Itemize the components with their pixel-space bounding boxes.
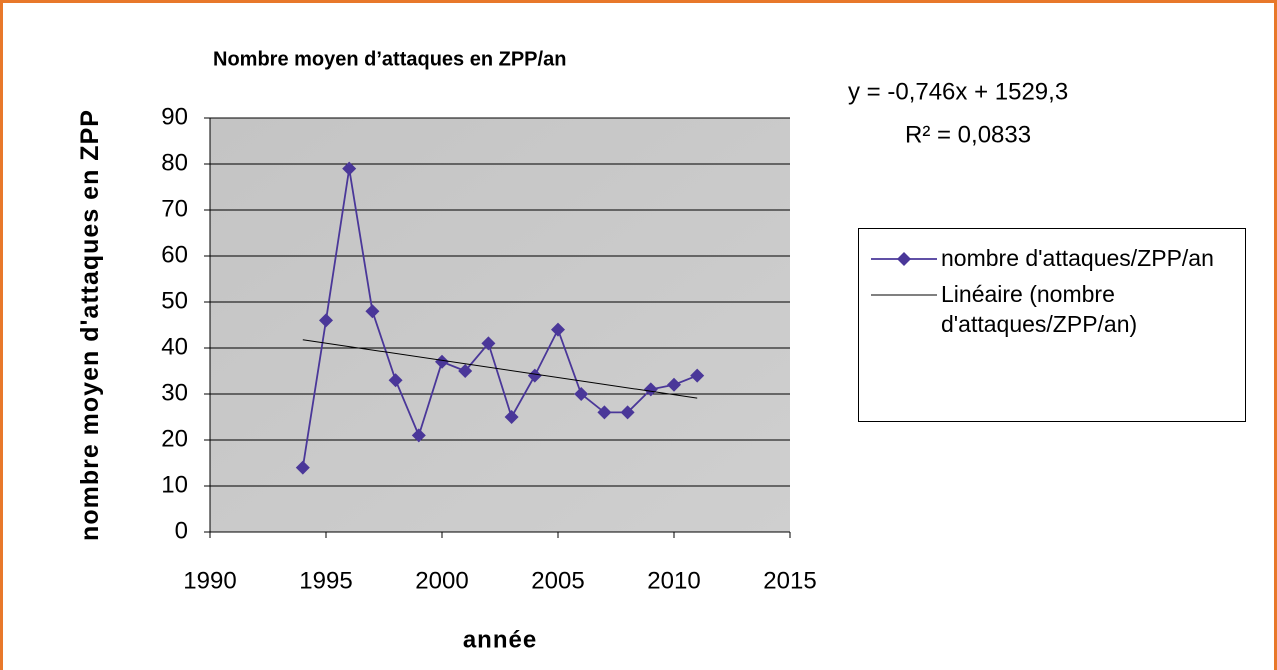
- y-tick-label: 70: [161, 195, 188, 222]
- r-squared: R² = 0,0833: [905, 121, 1031, 148]
- data-point: [504, 410, 519, 424]
- data-point: [527, 368, 542, 383]
- legend-entry: Linéaire (nombre d'attaques/ZPP/an): [867, 279, 1237, 339]
- legend-swatch: [871, 294, 937, 296]
- data-point: [643, 382, 658, 397]
- y-tick-label: 80: [161, 149, 188, 176]
- data-line: [301, 168, 698, 468]
- x-tick-label: 2000: [415, 567, 468, 594]
- trend-line: [302, 339, 698, 399]
- y-tick-label: 60: [161, 241, 188, 268]
- data-point: [319, 313, 333, 328]
- legend-entry: nombre d'attaques/ZPP/an: [867, 243, 1237, 273]
- data-point: [411, 428, 426, 443]
- x-tick-label: 2005: [531, 567, 584, 594]
- y-tick-label: 10: [161, 471, 188, 498]
- legend: nombre d'attaques/ZPP/an Linéaire (nombre…: [858, 228, 1246, 422]
- legend-marker: [897, 252, 911, 266]
- y-tick-label: 90: [161, 103, 188, 130]
- x-tick-label: 2010: [647, 567, 700, 594]
- x-tick-label: 2015: [763, 567, 816, 594]
- x-tick-label: 1990: [183, 567, 236, 594]
- y-axis-label: nombre moyen d'attaques en ZPP: [76, 109, 104, 541]
- data-point: [620, 405, 635, 420]
- data-point: [574, 387, 589, 401]
- data-point: [690, 368, 705, 383]
- plot-area: [210, 118, 790, 532]
- data-point: [458, 364, 473, 378]
- data-point: [481, 336, 496, 351]
- legend-label: Linéaire (nombre d'attaques/ZPP/an): [941, 281, 1138, 337]
- data-point: [551, 322, 565, 337]
- data-point: [667, 377, 681, 392]
- y-tick-label: 20: [161, 425, 188, 452]
- y-tick-label: 30: [161, 379, 188, 406]
- y-tick-label: 50: [161, 287, 188, 314]
- legend-label: nombre d'attaques/ZPP/an: [941, 245, 1214, 271]
- data-point: [597, 405, 612, 420]
- chart-title: Nombre moyen d’attaques en ZPP/an: [213, 48, 566, 70]
- legend-swatch: [871, 252, 937, 266]
- data-point: [295, 460, 310, 475]
- equation: y = -0,746x + 1529,3: [848, 78, 1068, 105]
- y-tick-label: 0: [175, 517, 188, 544]
- x-tick-label: 1995: [299, 567, 352, 594]
- data-point: [388, 373, 403, 388]
- y-tick-label: 40: [161, 333, 188, 360]
- x-axis-label: année: [463, 626, 537, 653]
- data-point: [342, 161, 357, 176]
- data-point: [435, 354, 449, 369]
- data-point: [365, 304, 380, 319]
